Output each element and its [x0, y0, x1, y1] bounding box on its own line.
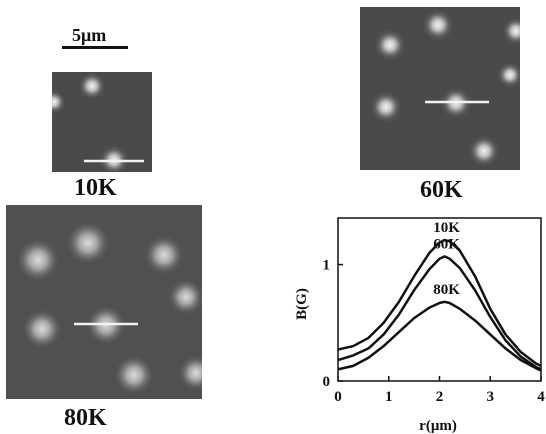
series-label-80k: 80K [433, 282, 460, 298]
panel-60k-image [360, 7, 520, 170]
axis-ticks: 0 1 2 3 4 0 1 [323, 258, 546, 405]
x-tick-label: 0 [334, 389, 342, 405]
x-tick-label: 3 [487, 389, 495, 405]
y-axis-label: B(G) [294, 288, 310, 320]
x-axis-label: r(μm) [419, 418, 457, 434]
panel-10k-image [52, 72, 152, 172]
data-series [337, 238, 542, 372]
panel-60k-label: 60K [420, 177, 463, 203]
panel-80k-label: 80K [64, 405, 107, 431]
x-tick-label: 2 [436, 389, 444, 405]
panel-10k-label: 10K [74, 175, 117, 201]
series-label-10k: 10K [433, 220, 460, 236]
series-line-60k [337, 255, 542, 371]
x-tick-label: 4 [537, 389, 545, 405]
x-tick-label: 1 [385, 389, 393, 405]
series-line-10k [337, 238, 542, 368]
panel-80k-image [6, 205, 202, 399]
scale-bar [62, 46, 128, 49]
y-tick-label: 1 [323, 258, 331, 274]
series-label-60k: 60K [433, 236, 460, 252]
scale-bar-label: 5μm [72, 25, 107, 45]
series-line-80k [337, 300, 542, 372]
y-tick-label: 0 [323, 374, 331, 390]
